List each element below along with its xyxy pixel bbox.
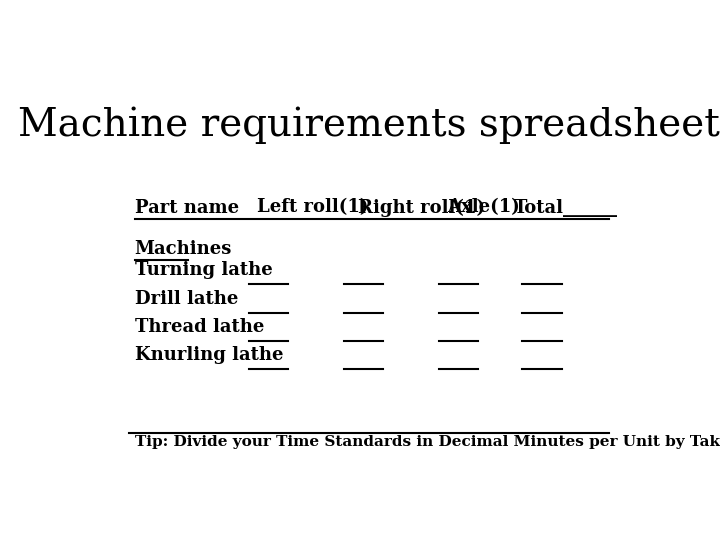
Text: Knurling lathe: Knurling lathe <box>135 346 283 364</box>
Text: Turning lathe: Turning lathe <box>135 261 272 279</box>
Text: Right roll(1): Right roll(1) <box>358 198 485 217</box>
Text: Axle(1): Axle(1) <box>447 199 520 217</box>
Text: Drill lathe: Drill lathe <box>135 289 238 308</box>
Text: Part name: Part name <box>135 199 239 217</box>
Text: Tip: Divide your Time Standards in Decimal Minutes per Unit by Takt Time: Tip: Divide your Time Standards in Decim… <box>135 435 720 449</box>
Text: Machines: Machines <box>135 240 232 258</box>
Text: Machine requirements spreadsheet: Machine requirements spreadsheet <box>18 106 720 144</box>
Text: Thread lathe: Thread lathe <box>135 318 264 336</box>
Text: Left roll(1): Left roll(1) <box>258 199 369 217</box>
Text: Total______: Total______ <box>514 199 618 217</box>
